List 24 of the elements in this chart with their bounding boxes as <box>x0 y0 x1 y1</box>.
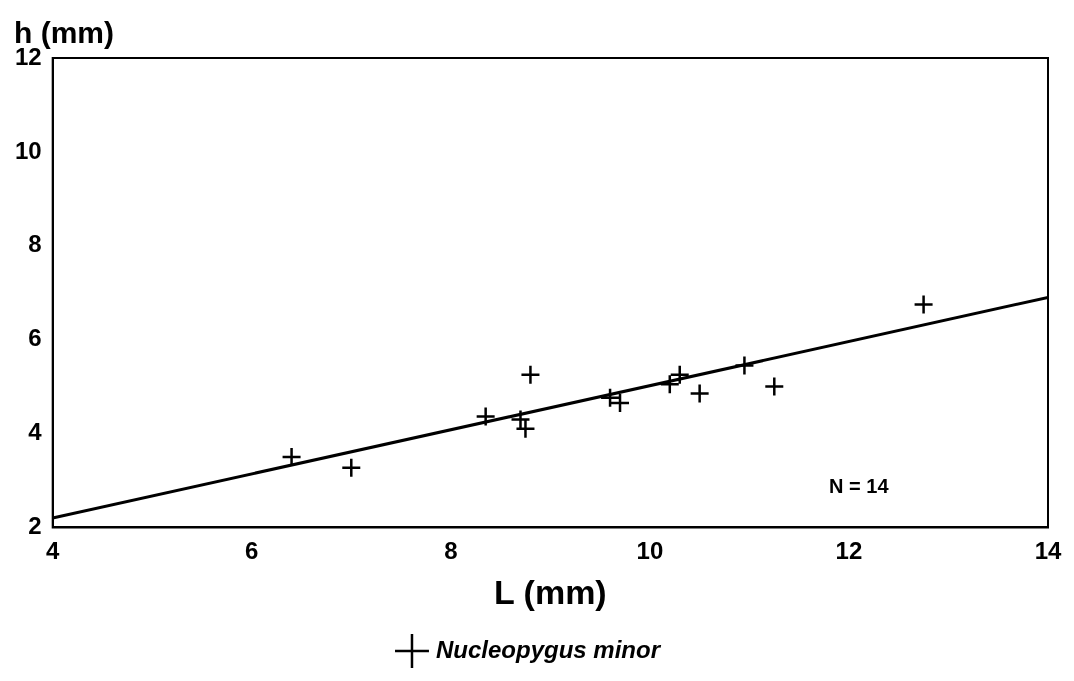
x-tick-label: 12 <box>835 537 863 565</box>
x-tick-label: 14 <box>1034 537 1062 565</box>
point <box>734 355 755 376</box>
x-tick-label: 10 <box>636 537 664 565</box>
y-tick-label: 10 <box>14 136 42 164</box>
x-tick-label: 4 <box>46 537 61 565</box>
point <box>669 364 690 386</box>
point <box>659 373 681 395</box>
y-tick-label: 12 <box>14 42 42 70</box>
x-tick-label: 8 <box>444 537 458 565</box>
point <box>475 406 496 427</box>
point <box>764 376 785 397</box>
point <box>913 294 934 315</box>
point <box>341 457 362 479</box>
y-tick-label: 6 <box>28 324 42 352</box>
point <box>689 383 710 404</box>
y-tick-label: 4 <box>28 418 43 446</box>
x-tick-label: 6 <box>245 537 259 565</box>
point <box>520 364 541 386</box>
x-axis-title: L (mm) <box>493 572 607 611</box>
annotation: N = 14 <box>829 474 890 497</box>
legend-label: Nucleopygus minor <box>435 635 662 663</box>
y-tick-label: 2 <box>28 512 42 540</box>
y-tick-label: 8 <box>28 230 42 258</box>
